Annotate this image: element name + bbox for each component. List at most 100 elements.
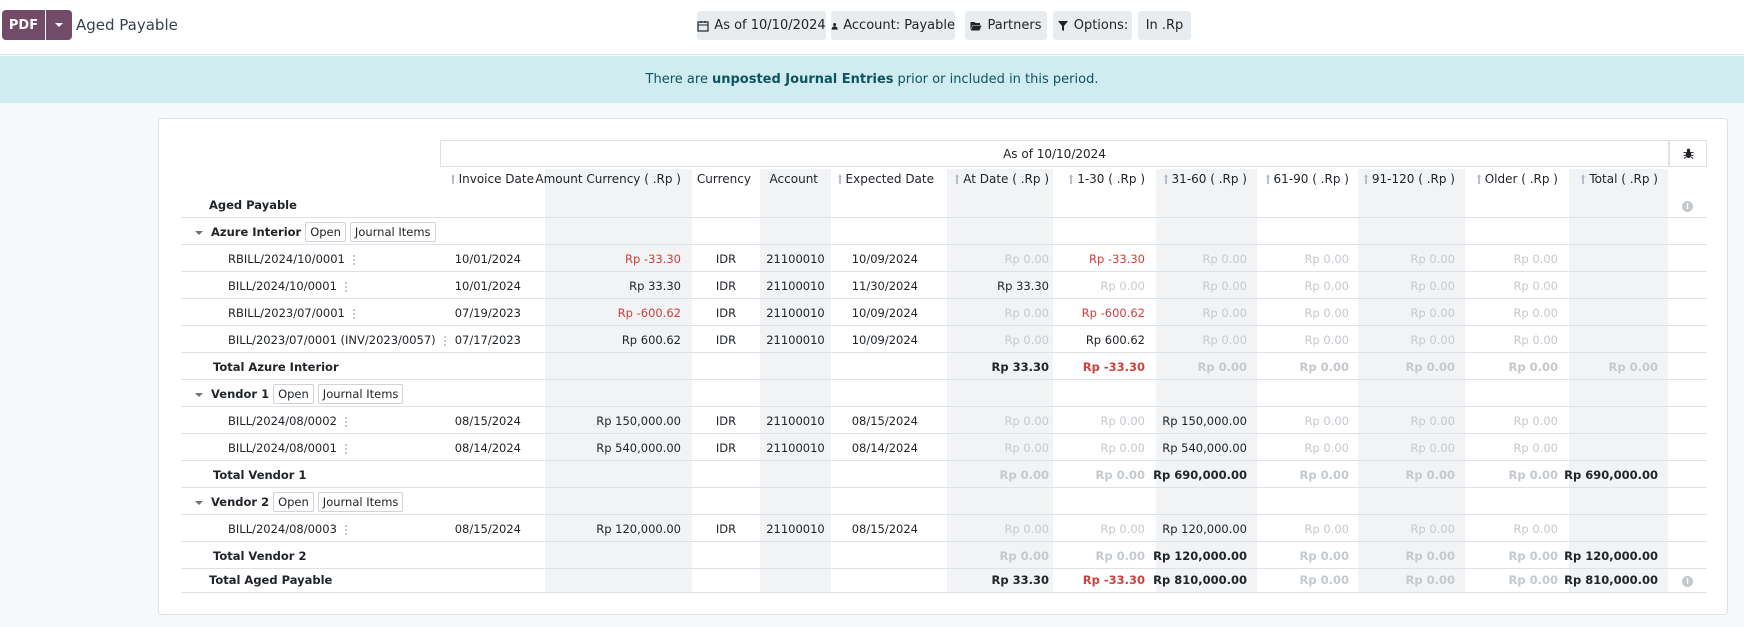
- col-expected-date[interactable]: Expected Date: [837, 172, 934, 186]
- total-value: Rp 0.00: [1299, 360, 1349, 374]
- partners-filter-button[interactable]: Partners: [965, 11, 1047, 40]
- move-line-ref[interactable]: RBILL/2024/10/0001: [228, 246, 355, 272]
- account: 21100010: [766, 252, 825, 266]
- move-line-row: BILL/2024/08/0002 08/15/2024 Rp 150,000.00…: [181, 408, 1707, 434]
- col-at-date[interactable]: At Date ( .Rp ): [955, 172, 1049, 186]
- aging-value: Rp 120,000.00: [1162, 522, 1247, 536]
- open-partner-button[interactable]: Open: [273, 384, 314, 404]
- move-line-ref[interactable]: RBILL/2023/07/0001: [228, 300, 355, 326]
- amount-currency: Rp 600.62: [621, 333, 681, 347]
- aging-value: Rp 0.00: [1513, 414, 1558, 428]
- expected-date: 10/09/2024: [851, 306, 918, 320]
- move-ref: BILL/2023/07/0001 (INV/2023/0057): [228, 333, 436, 347]
- expected-date: 10/09/2024: [851, 252, 918, 266]
- date-filter-button[interactable]: As of 10/10/2024: [697, 11, 826, 40]
- journal-items-button[interactable]: Journal Items: [317, 384, 404, 404]
- options-filter-button[interactable]: Options:: [1053, 11, 1132, 40]
- col-older[interactable]: Older ( .Rp ): [1476, 172, 1558, 186]
- pdf-button[interactable]: PDF: [2, 10, 45, 40]
- aging-value: Rp 0.00: [1100, 522, 1145, 536]
- currency: IDR: [715, 279, 737, 293]
- line-menu-icon[interactable]: [443, 335, 446, 346]
- info-icon[interactable]: i: [1682, 576, 1693, 587]
- col-amount-currency[interactable]: Amount Currency ( .Rp ): [535, 172, 681, 186]
- total-value: Rp 690,000.00: [1564, 468, 1658, 482]
- line-menu-icon[interactable]: [352, 254, 355, 265]
- total-value: Rp 0.00: [1405, 468, 1455, 482]
- partner-header[interactable]: Azure Interior Open Journal Items: [195, 219, 436, 245]
- col-31-60[interactable]: 31-60 ( .Rp ): [1163, 172, 1247, 186]
- expected-date: 10/09/2024: [851, 333, 918, 347]
- as-of-column-header: As of 10/10/2024: [440, 140, 1669, 167]
- move-line-row: BILL/2024/08/0003 08/15/2024 Rp 120,000.00…: [181, 516, 1707, 542]
- partner-header[interactable]: Vendor 2 Open Journal Items: [195, 489, 404, 515]
- column-band: [1569, 169, 1668, 593]
- info-icon[interactable]: i: [1682, 201, 1693, 212]
- expected-date: 08/14/2024: [851, 441, 918, 455]
- move-ref: BILL/2024/08/0001: [228, 441, 337, 455]
- invoice-date: 08/15/2024: [454, 522, 521, 536]
- grand-total-value: Rp -33.30: [1082, 573, 1145, 587]
- total-value: Rp 0.00: [1197, 360, 1247, 374]
- debug-button[interactable]: [1669, 140, 1707, 167]
- total-value: Rp 120,000.00: [1153, 549, 1247, 563]
- col-1-30[interactable]: 1-30 ( .Rp ): [1069, 172, 1145, 186]
- grand-total-value: Rp 810,000.00: [1564, 573, 1658, 587]
- account-filter-button[interactable]: Account: Payable: [831, 11, 955, 40]
- currency: IDR: [715, 441, 737, 455]
- line-menu-icon[interactable]: [352, 308, 355, 319]
- export-dropdown-button[interactable]: [46, 10, 72, 40]
- expected-date: 11/30/2024: [851, 279, 918, 293]
- line-menu-icon[interactable]: [344, 416, 347, 427]
- currency: IDR: [715, 252, 737, 266]
- unposted-entries-link[interactable]: unposted Journal Entries: [711, 72, 894, 87]
- col-label: 91-120 ( .Rp ): [1371, 172, 1455, 186]
- line-menu-icon[interactable]: [344, 443, 347, 454]
- banner-text-post: prior or included in this period.: [897, 72, 1099, 87]
- journal-items-button[interactable]: Journal Items: [349, 222, 436, 242]
- move-line-ref[interactable]: BILL/2024/08/0003: [228, 516, 347, 542]
- caret-down-icon[interactable]: [195, 230, 203, 235]
- aging-value: Rp -600.62: [1081, 306, 1145, 320]
- move-line-ref[interactable]: BILL/2024/08/0002: [228, 408, 347, 434]
- move-ref: BILL/2024/08/0002: [228, 414, 337, 428]
- aging-value: Rp 0.00: [1004, 522, 1049, 536]
- aging-value: Rp 0.00: [1513, 333, 1558, 347]
- account-filter-label: Account: Payable: [843, 18, 955, 33]
- total-value: Rp 0.00: [1508, 468, 1558, 482]
- root-row: Aged Payable i: [181, 192, 1707, 218]
- col-91-120[interactable]: 91-120 ( .Rp ): [1363, 172, 1455, 186]
- caret-down-icon[interactable]: [195, 500, 203, 505]
- root-label: Aged Payable: [209, 198, 297, 212]
- line-menu-icon[interactable]: [344, 524, 347, 535]
- move-line-row: BILL/2024/08/0001 08/14/2024 Rp 540,000.00…: [181, 435, 1707, 461]
- invoice-date: 08/15/2024: [454, 414, 521, 428]
- col-account[interactable]: Account: [770, 172, 818, 186]
- journal-items-button[interactable]: Journal Items: [317, 492, 404, 512]
- currency-filter-button[interactable]: In .Rp: [1138, 11, 1191, 40]
- col-label: 61-90 ( .Rp ): [1273, 172, 1349, 186]
- col-61-90[interactable]: 61-90 ( .Rp ): [1265, 172, 1349, 186]
- move-line-ref[interactable]: BILL/2024/10/0001: [228, 273, 347, 299]
- move-line-ref[interactable]: BILL/2023/07/0001 (INV/2023/0057): [228, 327, 446, 353]
- aging-value: Rp 0.00: [1513, 279, 1558, 293]
- col-currency[interactable]: Currency: [697, 172, 751, 186]
- col-invoice-date[interactable]: Invoice Date: [450, 172, 534, 186]
- aging-value: Rp 0.00: [1410, 441, 1455, 455]
- sort-icon: [450, 174, 455, 184]
- currency: IDR: [715, 306, 737, 320]
- unposted-entries-warning: There are unposted Journal Entries prior…: [0, 56, 1744, 103]
- move-line-ref[interactable]: BILL/2024/08/0001: [228, 435, 347, 461]
- partner-total-label: Total Vendor 1: [213, 468, 307, 482]
- open-partner-button[interactable]: Open: [273, 492, 314, 512]
- col-label: Total ( .Rp ): [1589, 172, 1658, 186]
- open-partner-button[interactable]: Open: [305, 222, 346, 242]
- caret-down-icon[interactable]: [195, 392, 203, 397]
- partner-header[interactable]: Vendor 1 Open Journal Items: [195, 381, 404, 407]
- total-value: Rp 33.30: [991, 360, 1049, 374]
- currency: IDR: [715, 414, 737, 428]
- line-menu-icon[interactable]: [344, 281, 347, 292]
- partner-total-row: Total Azure Interior Rp 33.30 Rp -33.30 Rp …: [181, 354, 1707, 380]
- col-total[interactable]: Total ( .Rp ): [1581, 172, 1658, 186]
- control-panel: PDF Aged Payable As of 10/10/2024 Accoun…: [0, 0, 1744, 55]
